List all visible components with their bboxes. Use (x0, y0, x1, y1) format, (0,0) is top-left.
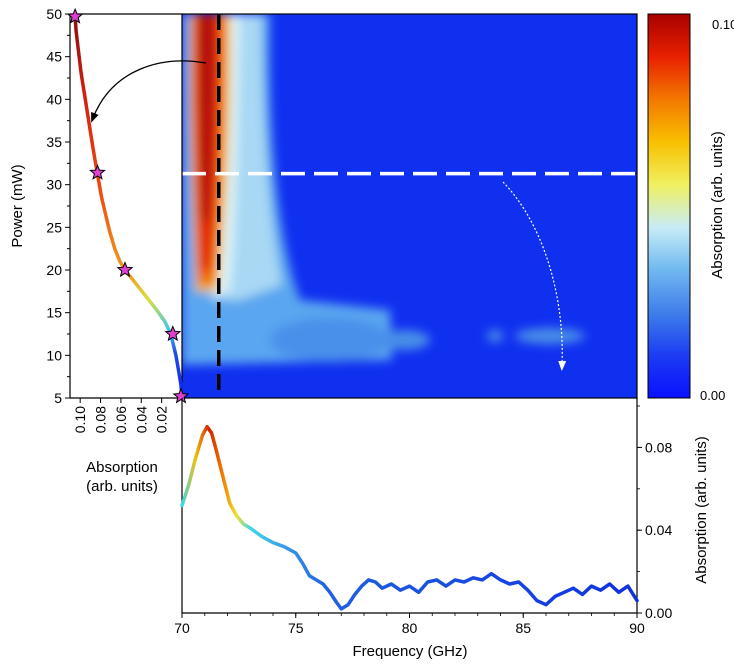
star-marker (116, 261, 134, 278)
bottom-x-ticks: 70 75 80 85 90 (174, 613, 645, 636)
bottom-x-tick-label: 90 (629, 620, 645, 636)
bottom-spectrum-panel: 70 75 80 85 90 0.000.040.08 Frequency (GHz) … (174, 398, 710, 660)
star-marker (66, 7, 84, 24)
left-x-tick-label: 0.04 (133, 406, 149, 433)
heatmap-panel (182, 14, 637, 398)
heatmap-tail-1 (270, 318, 390, 362)
left-x-tick-label: 0.08 (93, 406, 109, 433)
bottom-x-tick-label: 85 (515, 620, 531, 636)
bottom-y-tick-label: 0.08 (645, 439, 672, 455)
bottom-x-tick-label: 70 (174, 620, 190, 636)
left-y-tick-label: 50 (46, 6, 62, 22)
star-marker (89, 163, 106, 180)
left-power-panel: 5 10 15 20 25 30 35 40 45 50 0.10 0.08 0.06 0.04 0.02… (9, 6, 190, 495)
heatmap-frame (181, 13, 638, 399)
left-y-tick-label: 25 (46, 219, 62, 235)
arrow-to-left-panel (91, 60, 207, 123)
left-y-tick-label: 40 (46, 91, 62, 107)
bottom-y-axis-title: Absorption (arb. units) (693, 436, 710, 584)
heatmap-ridge-dark (198, 14, 214, 222)
left-x-tick-label: 0.02 (154, 406, 170, 433)
left-y-tick-label: 5 (54, 390, 62, 406)
bottom-x-tick-label: 80 (402, 620, 418, 636)
left-y-tick-label: 45 (46, 49, 62, 65)
left-x-tick-label: 0.06 (113, 406, 129, 433)
star-marker (172, 387, 190, 404)
left-y-tick-label: 15 (46, 305, 62, 321)
bottom-y-tick-label: 0.04 (645, 522, 672, 538)
colorbar-axis-title: Absorption (arb. units) (709, 131, 726, 279)
left-x-tick-label: 0.10 (72, 406, 88, 433)
colorbar: 0.10 0.00 Absorption (arb. units) (647, 13, 734, 403)
heatmap-tail-2 (380, 330, 430, 350)
bottom-y-ticks: 0.00 0.04 0.08 (637, 405, 672, 621)
left-x-axis-title-line2: (arb. units) (86, 478, 158, 495)
left-y-tick-label: 20 (46, 262, 62, 278)
left-y-tick-label: 35 (46, 134, 62, 150)
colorbar-max-label: 0.10 (712, 17, 734, 32)
left-y-axis-title: Power (mW) (9, 164, 26, 247)
bottom-x-axis-title: Frequency (GHz) (352, 643, 467, 660)
colorbar-min-label: 0.00 (700, 388, 725, 403)
bottom-x-tick-label: 75 (288, 620, 304, 636)
left-x-axis-title-line1: Absorption (86, 459, 158, 476)
bottom-absorption-curve (180, 424, 639, 611)
left-absorption-curve (73, 14, 184, 400)
heatmap-tail-3 (515, 328, 585, 344)
left-y-ticks: 5 10 15 20 25 30 35 40 45 50 (46, 6, 70, 406)
left-star-markers (66, 7, 190, 404)
star-marker (164, 325, 182, 342)
left-y-tick-label: 10 (46, 347, 62, 363)
heatmap-tail-4 (487, 330, 503, 342)
left-y-tick-label: 30 (46, 177, 62, 193)
colorbar-gradient-bar (647, 13, 691, 399)
left-x-ticks: 0.10 0.08 0.06 0.04 0.02 (72, 398, 170, 433)
arrow-to-bottom-panel (502, 181, 567, 371)
bottom-y-tick-label: 0.00 (645, 605, 672, 621)
